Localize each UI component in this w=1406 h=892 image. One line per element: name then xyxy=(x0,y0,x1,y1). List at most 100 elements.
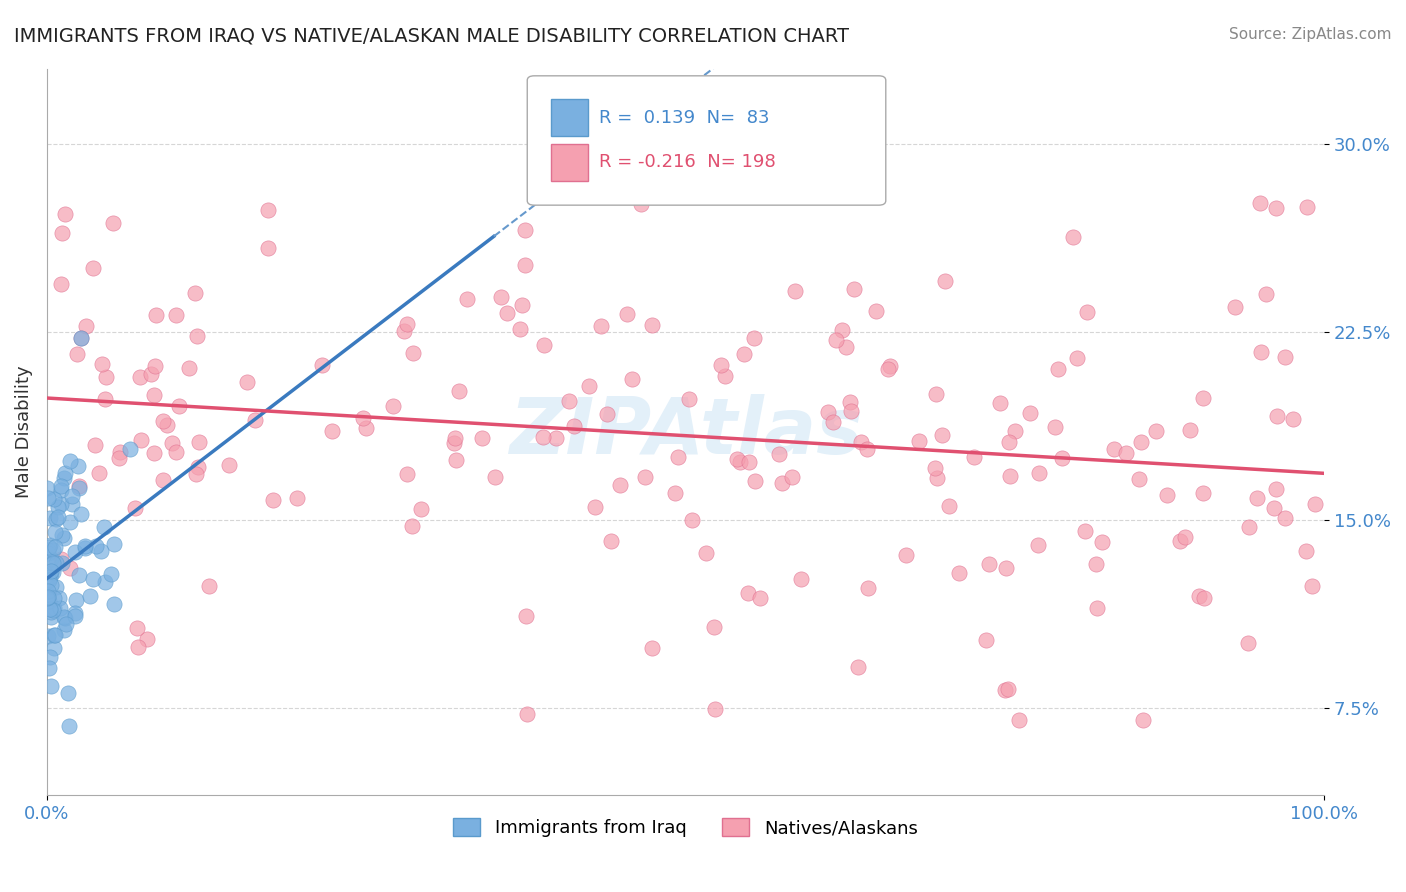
Point xyxy=(39,552,62,566)
Point xyxy=(495,305,517,319)
Point xyxy=(491,290,513,304)
Point xyxy=(728,455,751,469)
Point xyxy=(770,475,793,490)
Point xyxy=(187,434,209,449)
Text: R = -0.216  N= 198: R = -0.216 N= 198 xyxy=(599,153,776,171)
Text: R =  0.139  N=  83: R = 0.139 N= 83 xyxy=(599,109,769,127)
Point xyxy=(934,274,956,288)
Text: ZIPAtlas: ZIPAtlas xyxy=(509,394,862,470)
Point xyxy=(842,282,865,296)
Point xyxy=(516,707,538,722)
Point xyxy=(979,558,1001,572)
Point xyxy=(856,442,879,457)
Point xyxy=(46,500,69,514)
Point xyxy=(1004,424,1026,438)
Point xyxy=(51,226,73,240)
Point xyxy=(49,600,72,615)
Point xyxy=(53,207,76,221)
Point xyxy=(1249,195,1271,210)
Point xyxy=(243,412,266,426)
Point xyxy=(198,579,221,593)
Point xyxy=(589,319,612,334)
Point xyxy=(1000,468,1022,483)
Point xyxy=(515,258,537,272)
Point xyxy=(87,466,110,480)
Point xyxy=(187,460,209,475)
Point xyxy=(75,318,97,333)
Point xyxy=(124,501,146,516)
Point xyxy=(53,611,76,625)
Point xyxy=(352,410,374,425)
Point xyxy=(93,392,115,406)
Point xyxy=(1192,391,1215,405)
Point xyxy=(1180,424,1202,438)
Point xyxy=(101,216,124,230)
Point xyxy=(60,497,83,511)
Point xyxy=(678,392,700,407)
Point xyxy=(53,610,76,624)
Point xyxy=(1188,589,1211,603)
Point xyxy=(42,491,65,506)
Point xyxy=(285,491,308,505)
Point xyxy=(411,501,433,516)
Point xyxy=(443,430,465,444)
Point xyxy=(59,454,82,468)
Point xyxy=(82,572,104,586)
Point xyxy=(67,479,90,493)
Point xyxy=(38,593,60,607)
Point xyxy=(48,591,70,605)
Point xyxy=(39,605,62,619)
Point xyxy=(184,285,207,300)
Point xyxy=(67,481,90,495)
Point xyxy=(55,617,77,632)
Point xyxy=(49,483,72,498)
Point xyxy=(143,388,166,402)
Point xyxy=(831,323,853,337)
Point xyxy=(42,600,65,615)
Point xyxy=(908,434,931,449)
Point xyxy=(1028,538,1050,552)
Point xyxy=(484,470,506,484)
Point xyxy=(1045,419,1067,434)
Point xyxy=(1194,591,1216,605)
Point xyxy=(65,346,87,360)
Point xyxy=(321,424,343,438)
Point xyxy=(599,533,621,548)
Point xyxy=(443,436,465,450)
Point xyxy=(768,447,790,461)
Point xyxy=(1074,524,1097,539)
Point xyxy=(396,467,419,482)
Point xyxy=(558,394,581,409)
Point xyxy=(1264,201,1286,215)
Point xyxy=(710,359,733,373)
Point xyxy=(1301,579,1323,593)
Point xyxy=(1236,636,1258,650)
Point xyxy=(1144,425,1167,439)
Point xyxy=(749,591,772,605)
Point xyxy=(1265,409,1288,424)
Point xyxy=(1265,482,1288,496)
Point xyxy=(997,681,1019,696)
Point xyxy=(1263,501,1285,516)
Point xyxy=(82,261,104,276)
Point xyxy=(65,609,87,624)
Point xyxy=(401,518,423,533)
Point xyxy=(129,434,152,448)
Point xyxy=(640,641,662,656)
Point xyxy=(59,561,82,575)
Point xyxy=(695,546,717,560)
Point xyxy=(1066,351,1088,365)
Point xyxy=(1295,200,1317,214)
Point xyxy=(56,686,79,700)
Point xyxy=(38,574,60,588)
Point xyxy=(39,569,62,583)
Point xyxy=(67,568,90,582)
Point xyxy=(156,417,179,432)
Point xyxy=(165,308,187,322)
Point xyxy=(73,539,96,553)
Point xyxy=(42,628,65,642)
Point xyxy=(1156,488,1178,502)
Point xyxy=(69,507,91,521)
Point xyxy=(125,621,148,635)
Point xyxy=(1115,446,1137,460)
